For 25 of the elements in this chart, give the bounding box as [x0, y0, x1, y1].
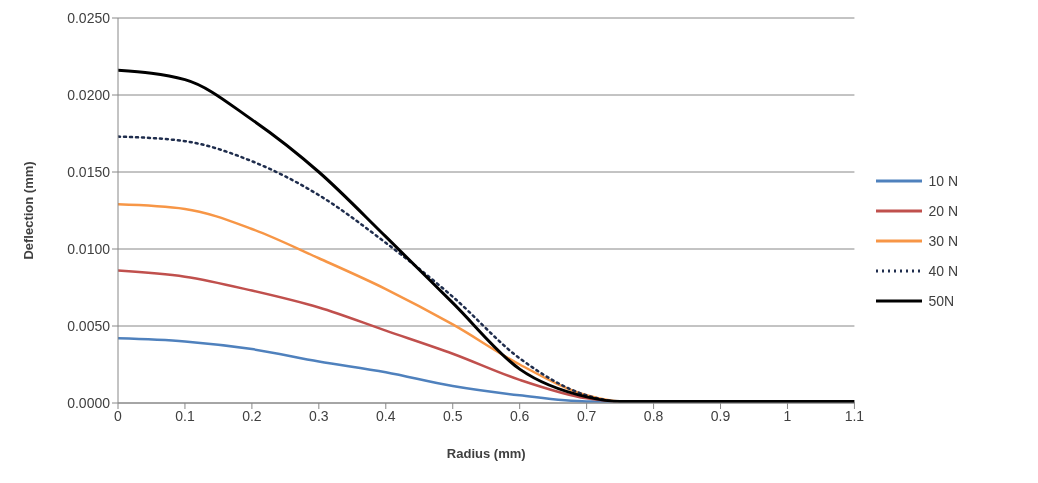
x-axis-title: Radius (mm)	[446, 446, 526, 461]
x-tick-label: 0.5	[443, 407, 463, 424]
x-tick-label: 0.8	[643, 407, 664, 424]
x-tick-label: 0.2	[242, 407, 262, 424]
y-tick-label: 0.0150	[67, 163, 111, 180]
y-tick-label: 0.0100	[67, 240, 111, 257]
y-axis-title: Deflection (mm)	[20, 161, 36, 260]
y-tick-label: 0.0050	[67, 317, 111, 334]
legend-label: 40 N	[928, 262, 958, 279]
y-tick-label: 0.0250	[67, 9, 111, 26]
x-tick-label: 0.4	[376, 407, 396, 424]
x-tick-label: 1	[783, 407, 792, 424]
x-tick-label: 0.6	[509, 407, 530, 424]
legend-label: 30 N	[928, 232, 958, 249]
y-tick-label: 0.0200	[67, 86, 111, 103]
x-tick-label: 0.3	[309, 407, 329, 424]
x-tick-label: 0.1	[175, 407, 195, 424]
legend-label: 50N	[928, 292, 955, 309]
x-tick-label: 0	[114, 407, 123, 424]
legend-label: 10 N	[928, 172, 958, 189]
legend-label: 20 N	[928, 202, 958, 219]
x-tick-label: 0.9	[710, 407, 731, 424]
x-tick-label: 1.1	[844, 407, 865, 424]
y-tick-label: 0.0000	[67, 394, 111, 411]
x-tick-label: 0.7	[576, 407, 597, 424]
